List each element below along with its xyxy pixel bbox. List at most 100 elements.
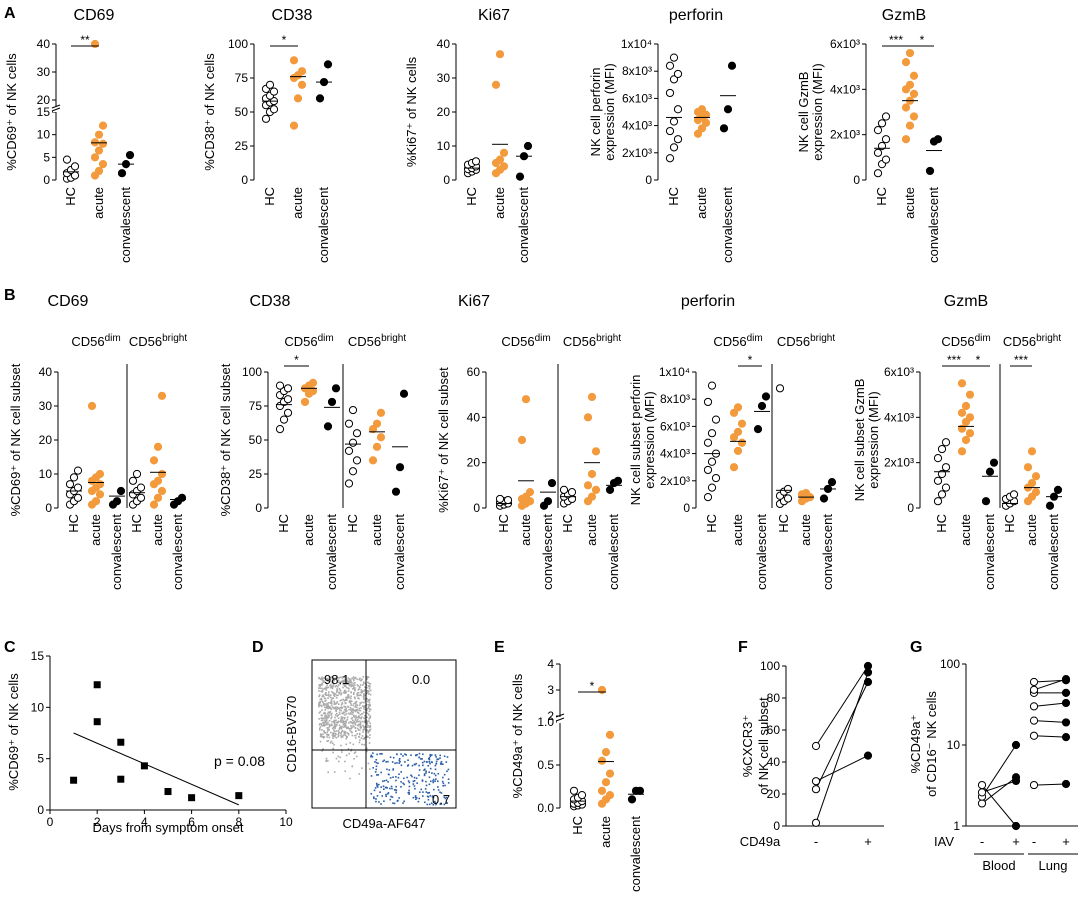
- subset-label-sup: bright: [810, 333, 835, 344]
- flow-event-gray: [342, 724, 345, 726]
- flow-event-gray: [353, 714, 355, 717]
- flow-event-blue: [440, 760, 443, 763]
- flow-event-gray: [328, 725, 331, 727]
- y-tick-label: 15: [31, 649, 45, 663]
- flow-event-gray: [321, 729, 323, 731]
- data-point-negative: [1029, 685, 1039, 694]
- flow-event-gray: [354, 701, 357, 704]
- flow-event-blue: [397, 776, 400, 779]
- flow-frame: [311, 659, 457, 809]
- flow-event-gray: [348, 681, 351, 684]
- data-point-convalescent: [635, 786, 645, 795]
- subset-label-sup: dim: [105, 333, 121, 344]
- flow-event-gray: [320, 714, 323, 717]
- data-point-acute: [901, 58, 911, 67]
- panel-title: GzmB: [882, 7, 926, 24]
- y-tick-label: 50: [235, 105, 249, 119]
- flow-event-gray: [321, 719, 324, 721]
- flow-event-gray: [354, 723, 356, 726]
- flow-event-gray: [341, 676, 344, 678]
- flow-event-gray: [360, 737, 363, 739]
- data-point-acute: [583, 413, 593, 422]
- flow-event-blue: [427, 798, 430, 801]
- subset-label-base: CD56: [129, 334, 162, 349]
- flow-event-gray: [333, 695, 336, 697]
- flow-event-gray: [354, 682, 356, 684]
- x-tick-label-convalescent: convalescent: [540, 514, 555, 590]
- flow-event-gray: [337, 755, 340, 758]
- flow-event-gray: [355, 720, 358, 723]
- x-tick-label-acute: acute: [798, 514, 813, 546]
- flow-event-gray: [368, 708, 371, 710]
- flow-event-blue: [418, 756, 421, 759]
- flow-event-gray: [346, 679, 348, 681]
- flow-event-gray: [345, 736, 348, 738]
- flow-event-gray: [368, 684, 371, 687]
- flow-event-blue: [427, 764, 430, 767]
- flow-event-gray: [339, 689, 342, 692]
- data-point-acute: [495, 155, 505, 164]
- x-tick-label-acute: acute: [958, 514, 973, 546]
- data-point-acute: [289, 121, 299, 130]
- flow-event-gray: [324, 687, 327, 689]
- flow-event-gray: [331, 676, 333, 679]
- flow-event-gray: [318, 704, 321, 707]
- flow-event-gray: [321, 676, 323, 679]
- data-point-convalescent: [1045, 501, 1055, 510]
- flow-event-gray: [337, 760, 340, 763]
- flow-event-gray: [339, 706, 342, 709]
- flow-event-gray: [346, 726, 348, 729]
- flow-event-blue: [400, 785, 402, 788]
- flow-event-blue: [415, 754, 417, 757]
- data-point-HC: [881, 112, 891, 121]
- flow-event-gray: [320, 690, 322, 693]
- flow-event-gray: [344, 723, 346, 725]
- significance-label: *: [976, 353, 981, 367]
- flow-event-gray: [364, 689, 366, 691]
- x-tick-label-acute: acute: [369, 514, 384, 546]
- pair-line: [1033, 679, 1067, 683]
- flow-event-gray: [322, 679, 324, 682]
- flow-event-gray: [331, 697, 333, 699]
- flow-event-gray: [319, 700, 321, 703]
- flow-event-gray: [349, 721, 352, 723]
- data-point-convalescent: [1053, 485, 1063, 494]
- data-point-HC: [673, 105, 683, 114]
- data-point-HC: [559, 485, 569, 494]
- flow-event-gray: [343, 692, 345, 694]
- regression-line: [73, 732, 239, 806]
- panel-title: Ki67: [458, 293, 490, 310]
- data-point-HC: [665, 61, 675, 70]
- data-point-acute: [499, 162, 509, 171]
- flow-event-gray: [366, 726, 369, 728]
- flow-event-gray: [356, 692, 359, 694]
- data-point-HC: [703, 493, 713, 502]
- flow-event-gray: [326, 716, 328, 718]
- flow-event-gray: [359, 702, 362, 705]
- flow-event-gray: [338, 731, 340, 734]
- flow-event-blue: [418, 764, 420, 767]
- data-point-HC: [933, 454, 943, 463]
- flow-event-blue: [375, 765, 378, 768]
- flow-event-gray: [330, 699, 333, 701]
- data-point-convalescent: [753, 425, 763, 434]
- flow-event-gray: [327, 701, 330, 704]
- flow-event-blue: [402, 755, 404, 757]
- flow-event-gray: [319, 702, 321, 704]
- flow-event-gray: [321, 695, 324, 698]
- flow-event-gray: [368, 701, 371, 704]
- data-point: [117, 738, 125, 746]
- flow-event-gray: [343, 717, 346, 720]
- flow-event-gray: [328, 714, 330, 717]
- flow-event-gray: [341, 712, 343, 715]
- flow-event-gray: [328, 723, 331, 726]
- flow-event-gray: [369, 705, 371, 707]
- flow-event-gray: [342, 683, 344, 686]
- flow-event-gray: [322, 723, 325, 726]
- x-tick-label: +: [1062, 834, 1070, 849]
- flow-event-gray: [323, 716, 326, 719]
- pair-line: [981, 744, 1017, 797]
- data-point-acute: [98, 139, 108, 148]
- flow-event-blue: [390, 795, 392, 798]
